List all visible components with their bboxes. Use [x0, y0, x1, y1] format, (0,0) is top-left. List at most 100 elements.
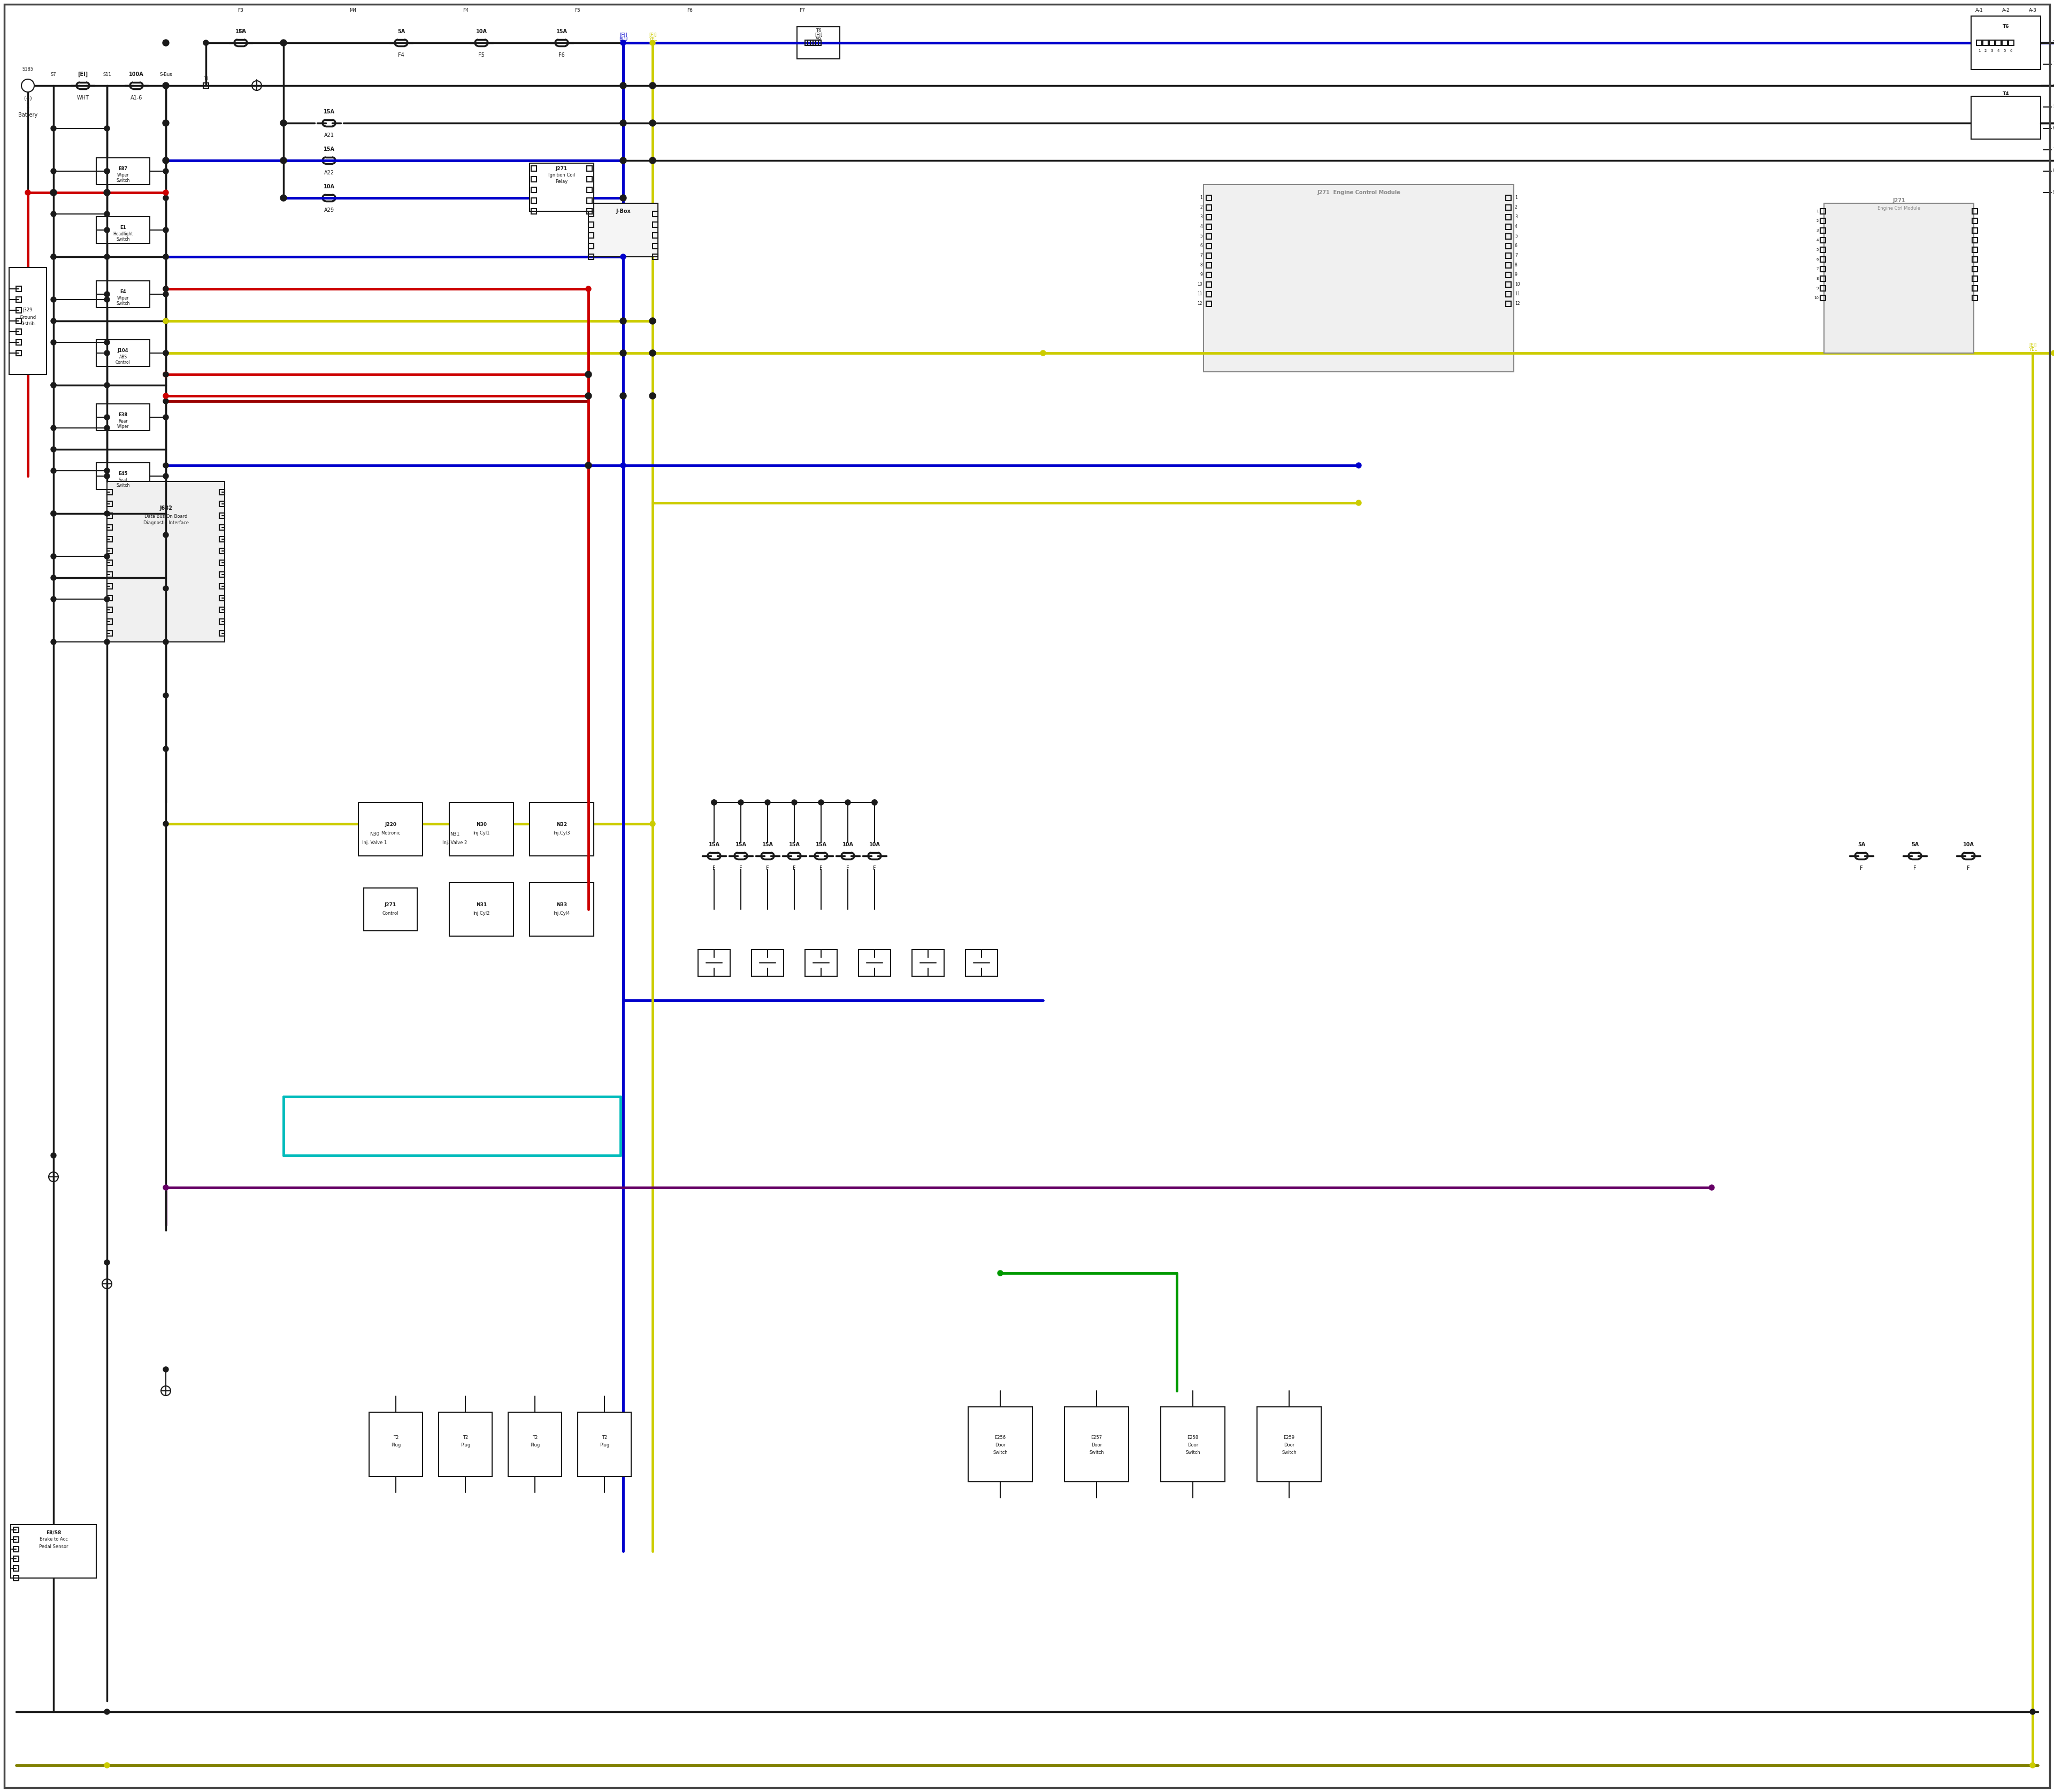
Text: 5: 5	[1816, 249, 1818, 251]
Circle shape	[162, 398, 168, 403]
Text: 10A: 10A	[1964, 842, 1974, 848]
Bar	[1824, 202, 1974, 353]
Text: J220: J220	[384, 823, 396, 828]
Text: ABS: ABS	[119, 355, 127, 360]
Text: T6: T6	[815, 29, 822, 34]
Bar	[1820, 247, 1826, 253]
Text: F: F	[1914, 866, 1916, 871]
Bar	[220, 595, 224, 600]
Circle shape	[105, 414, 109, 419]
Text: 4: 4	[1996, 48, 1999, 52]
Bar	[1506, 215, 1512, 220]
Bar	[220, 631, 224, 636]
Bar	[587, 167, 592, 172]
Bar	[577, 1412, 631, 1477]
Circle shape	[620, 158, 626, 163]
Bar	[530, 883, 594, 935]
Circle shape	[105, 1260, 109, 1265]
Text: T2: T2	[392, 1435, 398, 1441]
Bar	[587, 254, 594, 260]
Text: A22: A22	[325, 170, 335, 176]
Text: Ground: Ground	[18, 315, 37, 319]
Bar	[1506, 233, 1512, 238]
Circle shape	[1356, 500, 1362, 505]
Circle shape	[871, 799, 877, 805]
Circle shape	[737, 799, 744, 805]
Circle shape	[764, 799, 770, 805]
Bar	[532, 167, 536, 172]
Circle shape	[162, 39, 168, 45]
Circle shape	[51, 597, 55, 602]
Circle shape	[649, 317, 655, 324]
Text: S7: S7	[51, 72, 55, 77]
Bar	[107, 572, 113, 577]
Circle shape	[105, 211, 109, 217]
Bar	[1820, 285, 1826, 290]
Bar	[1972, 238, 1978, 244]
Text: 6: 6	[2011, 48, 2013, 52]
Bar	[1820, 219, 1826, 224]
Bar	[107, 607, 113, 613]
Text: 5: 5	[1200, 235, 1202, 238]
Bar	[220, 618, 224, 624]
Text: 2: 2	[1816, 219, 1818, 222]
Bar	[16, 308, 21, 314]
Text: J104: J104	[117, 348, 129, 353]
Circle shape	[649, 349, 655, 357]
Circle shape	[51, 575, 55, 581]
Text: Control: Control	[382, 912, 398, 916]
Bar	[97, 340, 150, 366]
Circle shape	[203, 39, 210, 45]
Text: 100A: 100A	[129, 72, 144, 77]
Text: F: F	[1968, 866, 1970, 871]
Bar	[14, 1546, 18, 1552]
Text: Inj. Valve 1: Inj. Valve 1	[362, 840, 386, 844]
Circle shape	[1709, 1185, 1715, 1190]
Text: T6: T6	[2003, 25, 2009, 29]
Circle shape	[162, 371, 168, 376]
Bar	[532, 208, 536, 213]
Text: J271  Engine Control Module: J271 Engine Control Module	[1317, 190, 1401, 195]
Bar	[220, 513, 224, 518]
Bar	[220, 561, 224, 566]
Circle shape	[2029, 1710, 2036, 1715]
Bar	[107, 489, 113, 495]
Text: Plug: Plug	[390, 1443, 401, 1448]
Bar	[2009, 39, 2013, 45]
Circle shape	[279, 120, 288, 125]
Text: S11: S11	[103, 72, 111, 77]
Text: J271: J271	[384, 903, 396, 907]
Circle shape	[49, 190, 58, 195]
Bar	[530, 163, 594, 211]
Bar	[1506, 263, 1512, 269]
Text: 4: 4	[1200, 224, 1202, 229]
Bar	[8, 267, 47, 375]
Circle shape	[51, 211, 55, 217]
Text: E45: E45	[119, 471, 127, 477]
Text: 10A: 10A	[477, 29, 487, 34]
Circle shape	[162, 158, 168, 163]
Bar	[587, 208, 592, 213]
Bar	[2003, 39, 2007, 45]
Bar	[1506, 281, 1512, 287]
Text: 6: 6	[1200, 244, 1202, 249]
Text: M4: M4	[349, 9, 357, 13]
Bar	[530, 803, 594, 857]
Text: 59: 59	[815, 36, 822, 41]
Bar	[1506, 244, 1512, 249]
Bar	[14, 1575, 18, 1581]
Text: E87: E87	[119, 167, 127, 170]
Circle shape	[162, 586, 168, 591]
Circle shape	[162, 158, 168, 163]
Circle shape	[105, 297, 109, 303]
Text: 7: 7	[1516, 253, 1518, 258]
Circle shape	[620, 462, 626, 468]
Circle shape	[162, 254, 168, 260]
Bar	[107, 595, 113, 600]
Circle shape	[2029, 1763, 2036, 1769]
Bar	[14, 1538, 18, 1543]
Text: F6: F6	[559, 52, 565, 57]
Text: Switch: Switch	[1282, 1450, 1296, 1455]
Text: 1: 1	[27, 104, 29, 109]
Text: F: F	[820, 866, 822, 871]
